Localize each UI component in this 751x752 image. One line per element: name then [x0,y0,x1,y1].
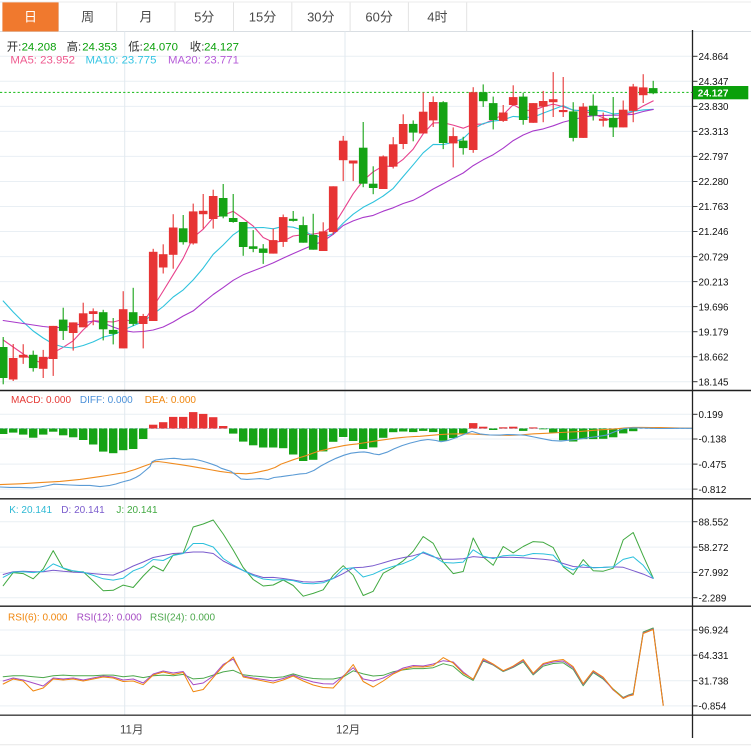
svg-text:RSI(24): 0.000: RSI(24): 0.000 [150,613,215,624]
svg-text:24.347: 24.347 [699,77,729,88]
svg-text:30分: 30分 [307,10,334,25]
svg-text:20.213: 20.213 [699,277,730,288]
svg-text:23.830: 23.830 [699,102,730,113]
svg-text:D: 20.141: D: 20.141 [61,505,105,516]
svg-text:24.208: 24.208 [22,42,57,54]
svg-text:-0.138: -0.138 [699,435,727,446]
svg-text:24.864: 24.864 [699,52,730,63]
svg-text:24.070: 24.070 [143,42,178,54]
svg-text:开:: 开: [7,42,22,54]
svg-text:收:: 收: [190,40,205,54]
svg-text:21.246: 21.246 [699,227,730,238]
svg-text:-0.475: -0.475 [699,460,727,471]
svg-text:19.179: 19.179 [699,327,729,338]
svg-text:MACD: 0.000: MACD: 0.000 [11,395,71,406]
svg-text:月: 月 [139,10,152,25]
svg-text:-2.289: -2.289 [699,593,727,604]
svg-text:11月: 11月 [120,725,143,737]
svg-text:K: 20.141: K: 20.141 [9,505,52,516]
svg-text:12月: 12月 [336,725,360,737]
svg-text:MA10: 23.775: MA10: 23.775 [86,55,157,67]
svg-text:24.353: 24.353 [82,42,117,54]
svg-text:日: 日 [24,10,37,25]
svg-text:64.331: 64.331 [699,651,729,662]
svg-text:58.272: 58.272 [699,543,729,554]
svg-text:DEA: 0.000: DEA: 0.000 [145,395,197,406]
svg-text:RSI(12): 0.000: RSI(12): 0.000 [77,613,142,624]
svg-text:5分: 5分 [194,10,214,25]
svg-text:高:: 高: [67,40,82,54]
svg-text:22.797: 22.797 [699,152,729,163]
svg-text:20.729: 20.729 [699,252,729,263]
svg-text:22.280: 22.280 [699,177,730,188]
svg-text:0.199: 0.199 [699,410,724,421]
svg-text:MA20: 23.771: MA20: 23.771 [168,55,239,67]
svg-text:24.127: 24.127 [204,42,239,54]
svg-text:21.763: 21.763 [699,202,730,213]
svg-text:88.552: 88.552 [699,517,729,528]
svg-text:-0.812: -0.812 [699,485,727,496]
svg-text:15分: 15分 [249,10,276,25]
svg-text:DIFF: 0.000: DIFF: 0.000 [80,395,133,406]
svg-text:J: 20.141: J: 20.141 [116,505,158,516]
svg-text:19.696: 19.696 [699,302,730,313]
svg-text:低:: 低: [128,41,143,54]
svg-text:RSI(6): 0.000: RSI(6): 0.000 [8,613,68,624]
svg-text:24.127: 24.127 [698,88,729,99]
svg-text:27.992: 27.992 [699,568,729,579]
svg-text:4时: 4时 [427,10,447,25]
svg-text:60分: 60分 [365,10,392,25]
svg-text:-0.854: -0.854 [699,702,727,713]
svg-text:MA5: 23.952: MA5: 23.952 [10,55,75,67]
svg-text:23.313: 23.313 [699,127,730,138]
svg-text:周: 周 [81,10,94,25]
svg-text:96.924: 96.924 [699,626,730,637]
svg-text:31.738: 31.738 [699,676,730,687]
svg-text:18.145: 18.145 [699,377,730,388]
svg-text:18.662: 18.662 [699,352,729,363]
